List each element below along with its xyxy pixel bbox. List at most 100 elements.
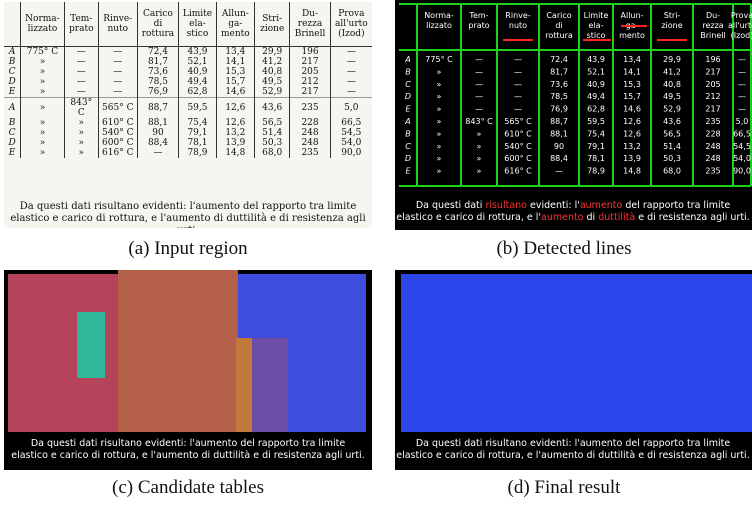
scan-cell: 78,9 bbox=[178, 148, 217, 158]
scan-cell: 565° C bbox=[97, 97, 138, 118]
detected-header-text: all'urto bbox=[728, 21, 752, 30]
detected-cell-text: 616° C bbox=[504, 167, 532, 176]
scan-cell: 75,4 bbox=[178, 118, 217, 128]
detected-cell-text: » bbox=[437, 154, 442, 163]
detected-cell-text: 5,0 bbox=[736, 117, 749, 126]
detected-cell-text: — bbox=[475, 67, 483, 76]
final-result-panel: Da questi dati risultano evidenti: l'aum… bbox=[395, 270, 752, 470]
detected-cell-text: — bbox=[514, 92, 522, 101]
detected-cell-text: » bbox=[437, 129, 442, 138]
detected-cell-text: 13,4 bbox=[623, 55, 641, 64]
detected-cell-text: 88,1 bbox=[550, 129, 568, 138]
scan-cell: » bbox=[20, 138, 65, 148]
detected-cell-text: 565° C bbox=[504, 117, 532, 126]
scan-cell: 49,4 bbox=[178, 77, 217, 87]
scan-cell: » bbox=[20, 57, 65, 67]
detected-cell-text: — bbox=[475, 55, 483, 64]
detected-cell-text: 51,4 bbox=[663, 142, 681, 151]
detected-cell-text: 52,1 bbox=[587, 67, 605, 76]
scan-row: C»» 540° C 90 79,1 13,2 51,4 248 54,5 bbox=[4, 128, 372, 138]
detected-cell-text: 68,0 bbox=[663, 167, 681, 176]
detected-cell-text: — bbox=[738, 55, 746, 64]
detected-cell-text: 843° C bbox=[465, 117, 493, 126]
detected-cell-text: D bbox=[405, 92, 411, 101]
scan-cell: 15,3 bbox=[215, 67, 255, 77]
scan-cell: E bbox=[8, 148, 16, 158]
scan-cell: 228 bbox=[289, 118, 331, 128]
scan-header-7: Stri- zione bbox=[253, 2, 290, 47]
scan-cell: — bbox=[329, 46, 372, 57]
detected-cell-text: — bbox=[475, 105, 483, 114]
detected-cell-text: — bbox=[738, 67, 746, 76]
scan-cell: 51,4 bbox=[253, 128, 290, 138]
detected-cell-text: B bbox=[405, 129, 411, 138]
caption-b: (b) Detected lines bbox=[496, 238, 632, 259]
candidate-orange-region bbox=[118, 270, 238, 432]
scan-cell: A bbox=[4, 46, 21, 57]
scan-cell: » bbox=[20, 77, 65, 87]
scan-cell: » bbox=[20, 148, 65, 158]
scan-header-6: Allun- ga- mento bbox=[215, 2, 255, 47]
detected-cell-text: 76,9 bbox=[550, 105, 568, 114]
detected-cell-text: » bbox=[437, 105, 442, 114]
detected-cell-text: » bbox=[437, 117, 442, 126]
scan-cell: — bbox=[97, 87, 138, 98]
scan-cell: 13,2 bbox=[215, 128, 255, 138]
detected-header-text: Prova bbox=[731, 11, 752, 20]
detected-cell-text: » bbox=[477, 167, 482, 176]
final-table-region bbox=[401, 274, 752, 432]
detected-cell-text: 212 bbox=[705, 92, 720, 101]
scan-cell: 540° C bbox=[97, 128, 138, 138]
scan-cell: 66,5 bbox=[329, 118, 372, 128]
detected-cell-text: 15,3 bbox=[623, 80, 641, 89]
detected-cell-text: 235 bbox=[705, 167, 720, 176]
scan-cell: D bbox=[8, 77, 16, 87]
detected-cell-text: E bbox=[405, 167, 411, 176]
input-region-panel: Norma- lizzato Tem- prato Rinve- nuto Caric… bbox=[4, 2, 372, 228]
scan-cell: C bbox=[8, 67, 16, 77]
detected-cell-text: 775° C bbox=[425, 55, 453, 64]
detected-cell-text: 12,6 bbox=[623, 117, 641, 126]
scan-row: A » 843° C 565° C 88,7 59,5 12,6 43,6 235 5,0 bbox=[4, 97, 372, 118]
scan-row: D»» 600° C 88,4 78,1 13,9 50,3 248 54,0 bbox=[4, 138, 372, 148]
detected-header-text: Allun- bbox=[621, 11, 644, 20]
scan-cell: » bbox=[20, 87, 65, 98]
detected-cell-text: » bbox=[477, 154, 482, 163]
detected-cell-text: » bbox=[477, 142, 482, 151]
scan-cell: — bbox=[97, 77, 138, 87]
lines-footer: Da questi dati risultano evidenti: l'aum… bbox=[396, 200, 750, 223]
scan-cell: » bbox=[20, 118, 65, 128]
scan-cell: » bbox=[20, 128, 65, 138]
detected-cell-text: — bbox=[514, 105, 522, 114]
detected-cell-text: 49,5 bbox=[663, 92, 681, 101]
detected-cell-text: — bbox=[738, 80, 746, 89]
detected-cell-text: 81,7 bbox=[550, 67, 568, 76]
detected-cell-text: 90,0 bbox=[733, 167, 751, 176]
scan-cell: 196 bbox=[289, 46, 331, 57]
scan-cell: 217 bbox=[289, 57, 331, 67]
detected-cell-text: 12,6 bbox=[623, 129, 641, 138]
scan-cell: 88,4 bbox=[136, 138, 179, 148]
scan-cell: 610° C bbox=[97, 118, 138, 128]
scan-row: B»» 610° C 88,1 75,4 12,6 56,5 228 66,5 bbox=[4, 118, 372, 128]
scan-cell: » bbox=[63, 148, 99, 158]
scan-row: B» — —81,7 52,1 14,1 41,2 217— bbox=[4, 57, 372, 67]
scan-header-5: Limite ela- stico bbox=[178, 2, 217, 47]
detected-header-text: zione bbox=[661, 21, 682, 30]
detected-header-text: rezza bbox=[702, 21, 723, 30]
scan-cell: — bbox=[97, 46, 138, 57]
detected-cell-text: 217 bbox=[705, 67, 720, 76]
detected-header-text: stico bbox=[587, 31, 606, 40]
scan-cell: — bbox=[63, 46, 99, 57]
detected-cell-text: 217 bbox=[705, 105, 720, 114]
caption-c: (c) Candidate tables bbox=[112, 477, 264, 498]
detected-header-text: Du- bbox=[706, 11, 720, 20]
scan-cell: 54,0 bbox=[329, 138, 372, 148]
scan-row: D» — —78,5 49,4 15,7 49,5 212— bbox=[4, 77, 372, 87]
scan-header-2: Tem- prato bbox=[63, 2, 99, 47]
detected-cell-text: » bbox=[437, 67, 442, 76]
scan-cell: — bbox=[329, 67, 372, 77]
scan-cell: — bbox=[97, 57, 138, 67]
detected-cell-text: — bbox=[514, 55, 522, 64]
scan-cell: 50,3 bbox=[253, 138, 290, 148]
